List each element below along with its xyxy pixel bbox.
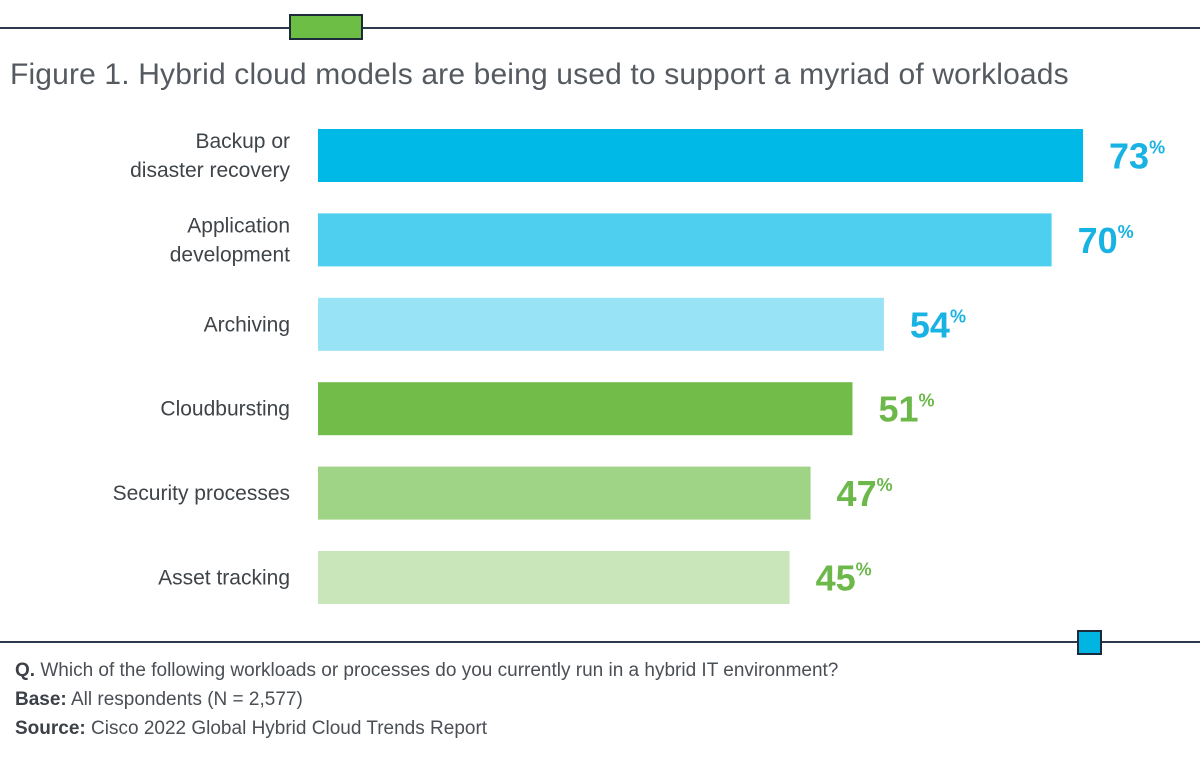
bottom-blue-marker (1077, 630, 1102, 655)
base-text: All respondents (N = 2,577) (66, 689, 303, 710)
category-label: Archiving (204, 313, 290, 336)
source-label: Source: (15, 718, 86, 739)
top-green-marker (289, 14, 363, 40)
value-label: 51% (878, 389, 934, 430)
footnotes: Q. Which of the following workloads or p… (15, 656, 838, 743)
bar-chart: Backup or disaster recovery 73% Application… (113, 129, 1165, 604)
bar (318, 213, 1052, 267)
bar (318, 297, 884, 351)
category-label: Cloudbursting (160, 398, 290, 421)
value-label: 45% (816, 558, 872, 599)
bar (318, 466, 811, 520)
value-label: 70% (1078, 220, 1134, 261)
category-label: Asset tracking (158, 567, 290, 590)
value-label: 73% (1109, 136, 1165, 177)
value-label: 47% (837, 473, 893, 514)
category-label: Application development (170, 214, 290, 266)
bar (318, 129, 1084, 182)
bottom-rule (0, 641, 1200, 643)
bar (318, 551, 790, 604)
base-note: Base: All respondents (N = 2,577) (15, 685, 838, 714)
category-label: Security processes (113, 482, 290, 505)
source-note: Source: Cisco 2022 Global Hybrid Cloud T… (15, 714, 838, 743)
question-note: Q. Which of the following workloads or p… (15, 656, 838, 685)
base-label: Base: (15, 689, 67, 710)
source-text: Cisco 2022 Global Hybrid Cloud Trends Re… (85, 718, 488, 739)
top-rule (0, 27, 1200, 29)
question-label: Q. (15, 660, 36, 681)
value-label: 54% (910, 304, 966, 345)
bar (318, 382, 853, 436)
chart-title: Figure 1. Hybrid cloud models are being … (10, 58, 1069, 91)
question-text: Which of the following workloads or proc… (35, 660, 839, 681)
category-label: Backup or disaster recovery (130, 130, 290, 182)
